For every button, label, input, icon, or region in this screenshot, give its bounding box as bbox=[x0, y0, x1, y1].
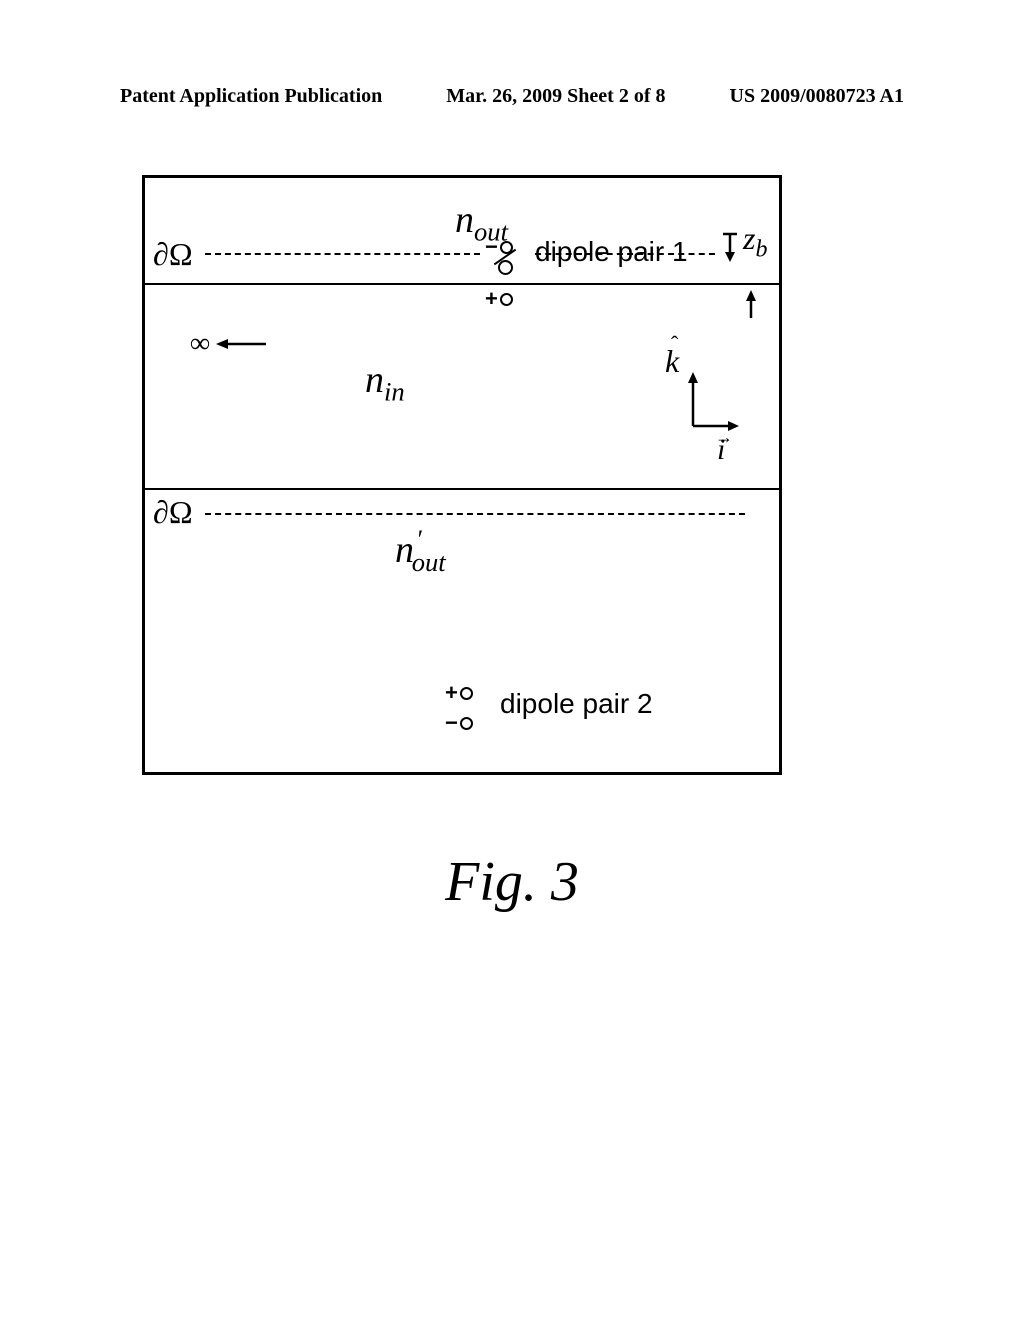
arrow-left-icon bbox=[216, 337, 266, 351]
header-right: US 2009/0080723 A1 bbox=[730, 85, 904, 108]
dipole2-pos: + bbox=[445, 680, 473, 706]
n-in-base: n bbox=[365, 359, 384, 401]
i-bar-bar: → bbox=[715, 427, 733, 448]
dipole1-neg: − bbox=[485, 234, 513, 260]
infinity-symbol: ∞ bbox=[190, 328, 210, 360]
zb-base: z bbox=[743, 220, 755, 256]
arrow-up-icon bbox=[743, 288, 759, 320]
n-out-top-base: n bbox=[455, 199, 474, 241]
header-center: Mar. 26, 2009 Sheet 2 of 8 bbox=[446, 85, 665, 108]
dipole2-neg-sign: − bbox=[445, 710, 458, 736]
dipole2-pos-circle bbox=[460, 687, 473, 700]
infinity-arrow: ∞ bbox=[190, 328, 266, 360]
dipole1-pos: + bbox=[485, 286, 513, 312]
page-header: Patent Application Publication Mar. 26, … bbox=[0, 85, 1024, 108]
dipole1-boundary-circle-shape bbox=[498, 260, 513, 275]
dipole2-label: dipole pair 2 bbox=[500, 688, 653, 720]
boundary-top-dashed-left bbox=[205, 253, 480, 255]
dipole2-pos-sign: + bbox=[445, 680, 458, 706]
header-left: Patent Application Publication bbox=[120, 85, 382, 108]
dipole2-neg-circle bbox=[460, 717, 473, 730]
k-hat-hat: ˆ bbox=[671, 331, 678, 357]
n-in-sub: in bbox=[384, 377, 405, 407]
zb-bracket-icon bbox=[717, 230, 743, 270]
dipole1-neg-sign: − bbox=[485, 234, 498, 260]
boundary-top-solid bbox=[145, 283, 779, 285]
dipole1-pos-circle bbox=[500, 293, 513, 306]
dipole2-neg: − bbox=[445, 710, 473, 736]
dipole1-boundary-circle bbox=[498, 260, 513, 275]
zb-bracket bbox=[717, 230, 743, 275]
n-in: nin bbox=[365, 358, 405, 408]
n-out-bot: n′out bbox=[395, 528, 454, 578]
n-out-bot-sub: out bbox=[412, 547, 446, 577]
figure-box: ∂Ω ∂Ω nout nin n′out − + dipole pair 1 +… bbox=[142, 175, 782, 775]
boundary-mid-solid bbox=[145, 488, 779, 490]
dipole1-pos-sign: + bbox=[485, 286, 498, 312]
dipole1-label: dipole pair 1 bbox=[535, 236, 688, 268]
zb-label: zb bbox=[743, 220, 767, 263]
partial-omega-mid: ∂Ω bbox=[153, 494, 193, 531]
zb-sub: b bbox=[755, 236, 767, 262]
partial-omega-top: ∂Ω bbox=[153, 236, 193, 273]
figure-caption: Fig. 3 bbox=[0, 850, 1024, 914]
boundary-mid-dashed bbox=[205, 513, 745, 515]
i-bar-label: → i bbox=[717, 433, 725, 467]
up-arrow-right bbox=[743, 288, 759, 325]
k-hat-label: ˆ k bbox=[665, 343, 679, 380]
